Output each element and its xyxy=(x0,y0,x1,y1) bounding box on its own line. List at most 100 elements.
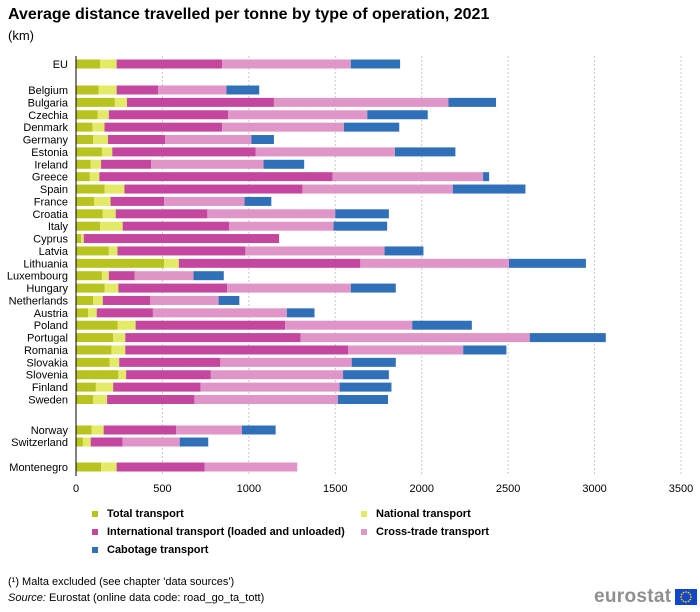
legend-item-total: Total transport xyxy=(92,508,184,520)
legend-item-national: National transport xyxy=(361,508,471,520)
flag-star xyxy=(689,593,692,596)
x-tick-labels: 0 500 1000 1500 2000 2500 3000 3500 xyxy=(73,483,693,495)
x-tick-label: 3000 xyxy=(582,483,606,495)
bar-segment xyxy=(241,425,276,435)
legend-swatch-national xyxy=(361,511,367,517)
bar-segment xyxy=(286,308,315,318)
bar-segment xyxy=(76,110,98,120)
bar-segment xyxy=(220,357,352,367)
footnote: (¹) Malta excluded (see chapter 'data so… xyxy=(8,576,235,588)
bar-segment xyxy=(452,184,526,194)
bar-segment xyxy=(117,320,136,330)
bar-segment xyxy=(116,59,223,69)
bar-segment xyxy=(114,97,127,107)
bar-segment xyxy=(76,333,114,343)
flag-star xyxy=(685,591,688,593)
bar-segment xyxy=(111,345,126,355)
category-label: Slovenia xyxy=(26,370,69,382)
x-tick-label: 2000 xyxy=(409,483,433,495)
category-label: Sweden xyxy=(28,395,68,407)
category-labels: EU BelgiumBulgariaCzechiaDenmarkGermanyEs… xyxy=(7,59,69,474)
bar-segment xyxy=(151,159,264,169)
bar-segment xyxy=(164,258,179,268)
bar-segment xyxy=(350,283,396,293)
bar-segment xyxy=(76,159,91,169)
x-tick-label: 3500 xyxy=(669,483,693,495)
bar-segment xyxy=(91,425,104,435)
bar-segment xyxy=(158,85,227,95)
flag-star xyxy=(681,593,683,596)
eurostat-logo: eurostat xyxy=(594,586,698,608)
bar-segment xyxy=(178,258,361,268)
category-label: Switzerland xyxy=(11,437,68,449)
bar-segment xyxy=(124,184,303,194)
x-tick-label: 0 xyxy=(73,483,79,495)
source-line: Source: Eurostat (online data code: road… xyxy=(8,592,264,604)
category-label: Slovakia xyxy=(26,357,68,369)
bar-segment xyxy=(100,59,117,69)
flag-star xyxy=(687,600,690,603)
bar-segment xyxy=(101,462,117,472)
category-label: Portugal xyxy=(27,333,68,345)
bar-segment xyxy=(384,246,424,256)
category-label: Belgium xyxy=(28,85,68,97)
bar-segment xyxy=(245,246,385,256)
bar-segment xyxy=(76,85,99,95)
bar-segment xyxy=(100,221,123,231)
bar-segment xyxy=(448,97,497,107)
bar-segment xyxy=(122,437,180,447)
bar-segment xyxy=(119,357,221,367)
bar-segment xyxy=(210,370,344,380)
bar-segment xyxy=(115,209,208,219)
bar-segment xyxy=(76,295,94,305)
bar-segment xyxy=(222,122,344,132)
bar-segment xyxy=(76,184,105,194)
bar-segment xyxy=(176,425,242,435)
bar-segment xyxy=(95,382,114,392)
bar-segment xyxy=(96,308,153,318)
bar-segment xyxy=(76,122,93,132)
bar-segment xyxy=(335,209,389,219)
stacked-bar-chart: EU BelgiumBulgariaCzechiaDenmarkGermanyEs… xyxy=(7,56,693,495)
legend-swatch-cross xyxy=(361,529,367,535)
bar-segment xyxy=(76,382,96,392)
bar-segment xyxy=(126,370,211,380)
bar-segment xyxy=(117,246,246,256)
bar-segment xyxy=(93,395,108,404)
bar-segment xyxy=(104,184,125,194)
category-label: EU xyxy=(53,59,68,71)
bar-segment xyxy=(101,147,113,157)
chart-title: Average distance travelled per tonne by … xyxy=(8,6,490,23)
bar-segment xyxy=(412,320,472,330)
category-label: Norway xyxy=(31,425,69,437)
bar-segment xyxy=(116,85,159,95)
bar-segment xyxy=(343,370,389,380)
flag-star xyxy=(685,601,688,603)
category-label: Estonia xyxy=(31,147,69,159)
bar-segment xyxy=(228,221,334,231)
category-label: Italy xyxy=(48,221,69,233)
category-label: France xyxy=(34,196,68,208)
flag-star xyxy=(682,600,685,603)
category-label: Croatia xyxy=(33,209,69,221)
bar-segment xyxy=(113,333,126,343)
bar-segment xyxy=(76,425,92,435)
bar-segment xyxy=(263,159,305,169)
source-label: Source: xyxy=(8,592,46,604)
bar-segment xyxy=(76,308,89,318)
bar-segment xyxy=(337,395,389,404)
bar-segment xyxy=(302,184,453,194)
category-label: Netherlands xyxy=(9,295,69,307)
flag-star xyxy=(689,598,692,601)
category-label: Germany xyxy=(23,135,69,147)
bar-segment xyxy=(134,271,194,281)
x-tick-label: 1000 xyxy=(237,483,261,495)
bar-segment xyxy=(99,172,333,182)
bar-segment xyxy=(333,221,388,231)
bar-segment xyxy=(255,147,395,157)
bar-segment xyxy=(101,159,152,169)
category-label: Ireland xyxy=(34,159,68,171)
bar-segment xyxy=(83,234,280,244)
bar-segment xyxy=(179,437,209,447)
bar-segment xyxy=(126,97,274,107)
